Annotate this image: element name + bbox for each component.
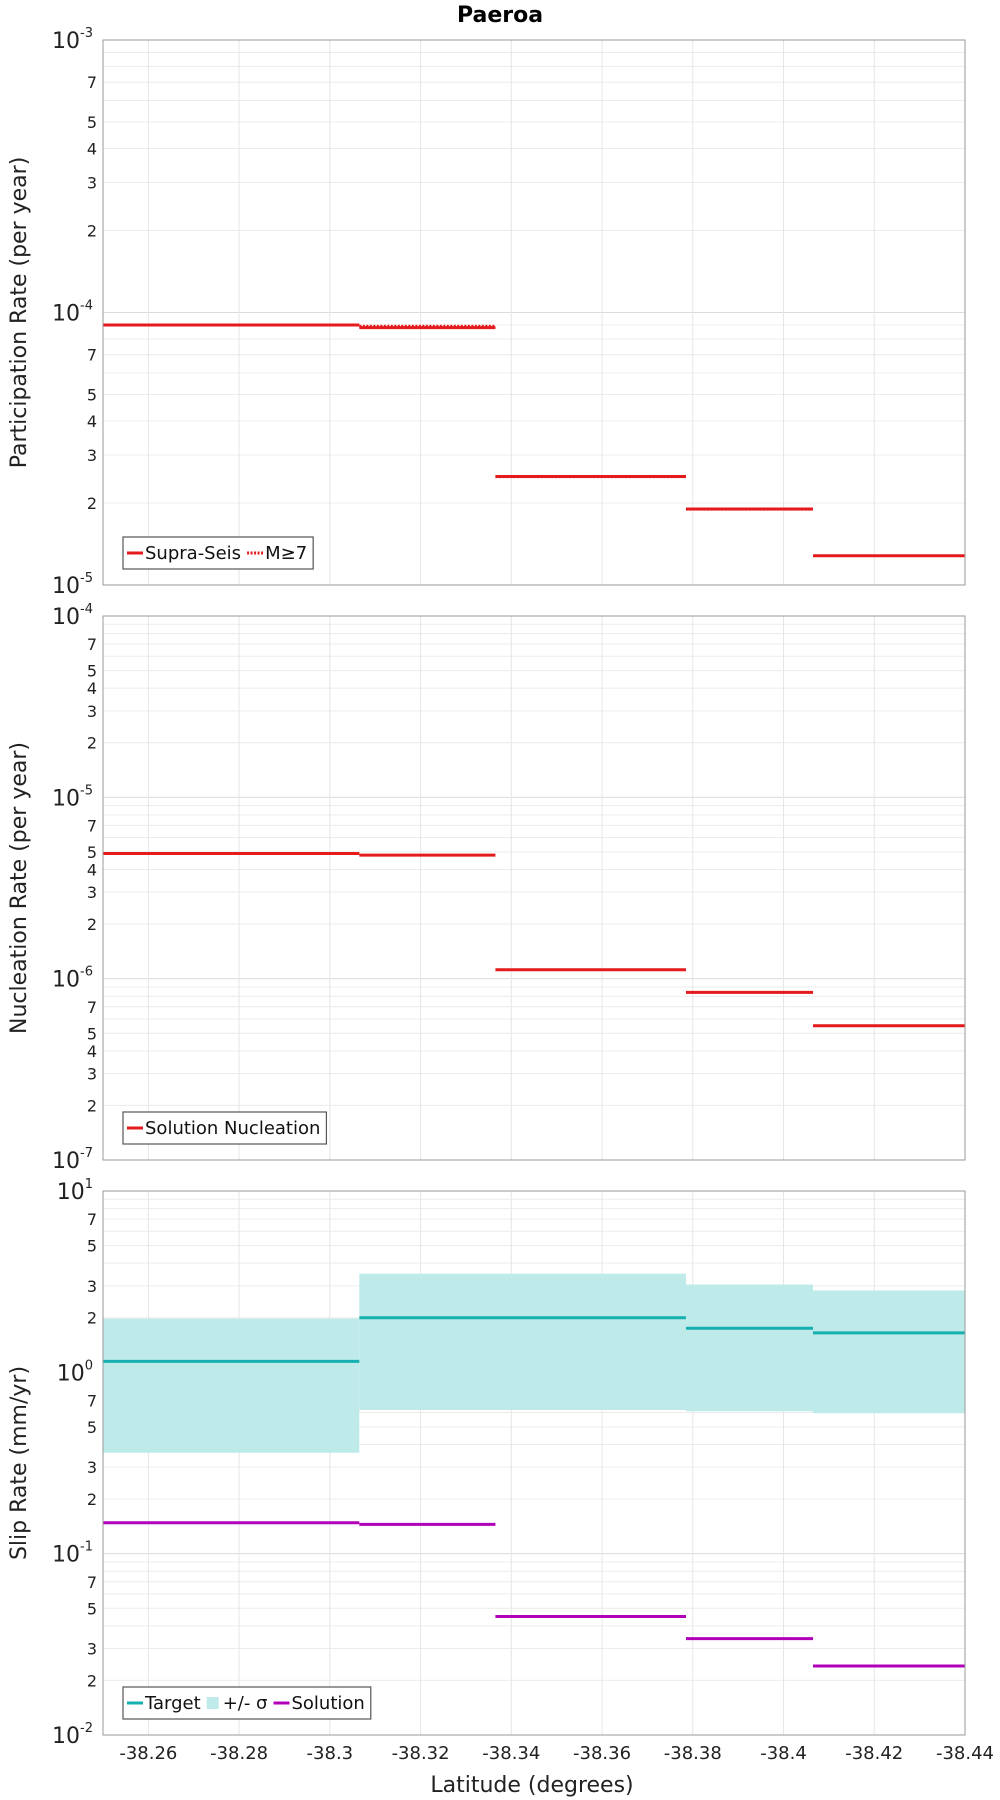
y-tick-label: 3	[87, 1639, 97, 1658]
legend: Target +/- σ Solution	[122, 1686, 372, 1720]
y-tick-label: 10-6	[52, 965, 93, 993]
y-tick-label: 5	[87, 662, 97, 681]
legend-label: Solution	[291, 1693, 364, 1714]
x-tick-label: -38.44	[936, 1743, 994, 1764]
sigma-band-segment	[103, 1318, 360, 1453]
legend-frame	[122, 1111, 328, 1145]
plot-background	[103, 616, 965, 1160]
y-tick-label: 7	[87, 1210, 97, 1229]
x-tick-label: -38.32	[392, 1743, 450, 1764]
y-tick-label: 2	[87, 734, 97, 753]
y-tick-label: 7	[87, 816, 97, 835]
y-tick-label: 5	[87, 113, 97, 132]
y-tick-label: 4	[87, 860, 97, 879]
x-tick-label: -38.28	[210, 1743, 268, 1764]
y-tick-label: 2	[87, 1096, 97, 1115]
y-tick-label: 5	[87, 1024, 97, 1043]
y-tick-label: 5	[87, 1599, 97, 1618]
chart-title: Paeroa	[457, 3, 543, 28]
legend: Supra-Seis M≥7	[122, 536, 314, 570]
y-tick-label: 3	[87, 702, 97, 721]
y-tick-label: 7	[87, 635, 97, 654]
legend-frame	[122, 536, 314, 570]
y-tick-label: 3	[87, 883, 97, 902]
legend-label: Supra-Seis	[145, 543, 241, 564]
y-axis-label: Slip Rate (mm/yr)	[7, 1366, 32, 1560]
y-tick-label: 7	[87, 73, 97, 92]
sigma-band-segment	[813, 1290, 965, 1414]
y-tick-label: 2	[87, 915, 97, 934]
legend-swatch	[206, 1697, 219, 1709]
y-tick-label: 2	[87, 221, 97, 240]
y-tick-label: 3	[87, 1458, 97, 1477]
y-tick-label: 10-2	[52, 1721, 93, 1749]
plot-frame	[102, 39, 966, 586]
y-tick-label: 10-4	[52, 602, 93, 630]
y-axis-label: Participation Rate (per year)	[7, 157, 32, 469]
y-tick-label: 3	[87, 1064, 97, 1083]
y-tick-label: 5	[87, 1418, 97, 1437]
legend-label: Target	[144, 1693, 201, 1714]
y-tick-label: 3	[87, 1277, 97, 1296]
y-tick-label: 5	[87, 843, 97, 862]
y-tick-label: 3	[87, 173, 97, 192]
y-tick-label: 10-5	[52, 783, 93, 811]
plot-frame	[102, 615, 966, 1161]
y-tick-label: 4	[87, 1042, 97, 1061]
y-tick-label: 10-1	[52, 1540, 93, 1568]
x-tick-label: -38.42	[845, 1743, 903, 1764]
x-tick-label: -38.36	[573, 1743, 631, 1764]
y-tick-label: 7	[87, 1391, 97, 1410]
x-tick-label: -38.4	[760, 1743, 807, 1764]
y-tick-label: 100	[57, 1358, 93, 1386]
y-tick-label: 5	[87, 386, 97, 405]
y-tick-label: 10-5	[52, 571, 93, 599]
panel-2: 10-72345710-62345710-52345710-4Nucleatio…	[7, 602, 966, 1174]
legend-label: +/- σ	[223, 1693, 268, 1714]
y-tick-label: 10-4	[52, 299, 93, 327]
y-tick-label: 3	[87, 446, 97, 465]
y-tick-label: 4	[87, 412, 97, 431]
sigma-band-segment	[685, 1284, 814, 1412]
legend-label: M≥7	[265, 543, 307, 564]
y-tick-label: 101	[57, 1177, 93, 1205]
x-tick-label: -38.38	[664, 1743, 722, 1764]
y-tick-label: 5	[87, 1237, 97, 1256]
y-tick-label: 10-3	[52, 26, 93, 54]
legend: Solution Nucleation	[122, 1111, 328, 1145]
x-axis-label: Latitude (degrees)	[430, 1773, 633, 1798]
sigma-band-segment	[359, 1273, 686, 1410]
y-tick-label: 10-7	[52, 1146, 93, 1174]
legend-label: Solution Nucleation	[145, 1118, 320, 1139]
y-tick-label: 4	[87, 139, 97, 158]
y-tick-label: 2	[87, 1490, 97, 1509]
plot-frame	[102, 1190, 966, 1736]
y-tick-label: 4	[87, 679, 97, 698]
x-tick-label: -38.34	[482, 1743, 540, 1764]
x-tick-label: -38.26	[119, 1743, 177, 1764]
y-tick-label: 7	[87, 346, 97, 365]
y-axis-label: Nucleation Rate (per year)	[7, 742, 32, 1034]
x-axis-ticks: -38.26 -38.28 -38.3 -38.32 -38.34 -38.36 -38.3…	[119, 1743, 994, 1764]
y-tick-label: 2	[87, 1671, 97, 1690]
y-tick-label: 2	[87, 494, 97, 513]
y-tick-label: 7	[87, 998, 97, 1017]
legend-frame	[122, 1686, 372, 1720]
y-tick-label: 2	[87, 1309, 97, 1328]
panel-3: 10-2 2 3 5 7 10-1 2 3 5 7 100 2 3 5 7 101 Slip Rate (mm/…	[7, 1177, 966, 1749]
x-tick-label: -38.3	[307, 1743, 354, 1764]
panel-1: 10-5 2 3 4 5 7 10-4 2 3 4 5 7 10-3 Participation Rate…	[7, 26, 966, 599]
plot-background	[103, 1191, 965, 1735]
y-tick-label: 7	[87, 1573, 97, 1592]
